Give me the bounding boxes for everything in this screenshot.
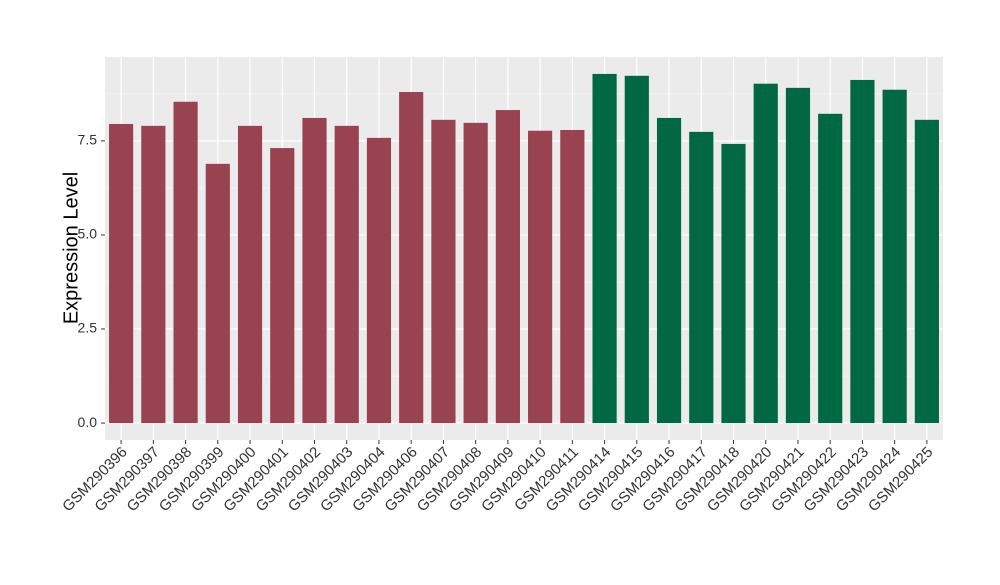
bar [463, 122, 488, 424]
bar [366, 137, 392, 424]
bar [399, 91, 424, 424]
y-tick-label: 0.0 [78, 414, 98, 430]
bar [785, 87, 811, 424]
bar [109, 123, 134, 424]
bar [818, 113, 843, 424]
bar [237, 125, 263, 424]
y-axis-label: Expression Level [60, 172, 82, 324]
y-tick-label: 5.0 [78, 226, 98, 242]
bar [560, 129, 585, 424]
bar [495, 110, 520, 424]
bar [656, 117, 682, 424]
bar [753, 83, 778, 424]
bar [431, 119, 456, 424]
bar [334, 125, 359, 424]
bar [689, 131, 714, 424]
bar [592, 73, 617, 424]
bar [270, 148, 295, 424]
bar [850, 79, 875, 424]
bar [882, 89, 907, 424]
bar [173, 101, 198, 424]
plot-background [105, 57, 943, 440]
y-tick-label: 2.5 [78, 320, 98, 336]
bar [624, 75, 649, 424]
bar [302, 117, 327, 424]
bar [528, 130, 553, 424]
bar [141, 125, 166, 424]
bar [721, 143, 746, 424]
bar [205, 163, 230, 424]
y-tick-label: 7.5 [78, 132, 98, 148]
bar [914, 119, 939, 424]
